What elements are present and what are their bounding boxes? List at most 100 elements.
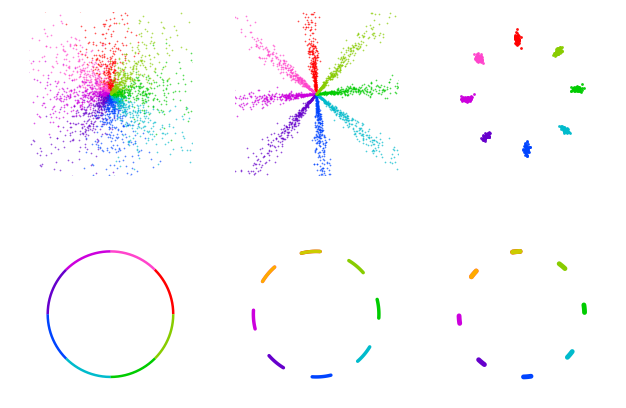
Point	[98, 112, 108, 118]
Point	[460, 98, 470, 104]
Point	[118, 93, 128, 100]
Point	[96, 106, 106, 112]
Point	[68, 113, 78, 120]
Point	[118, 116, 128, 123]
Point	[332, 65, 342, 72]
Point	[120, 80, 130, 87]
Point	[98, 69, 108, 76]
Point	[47, 62, 57, 69]
Point	[115, 99, 125, 105]
Point	[278, 100, 288, 106]
Point	[71, 108, 81, 115]
Point	[314, 91, 324, 97]
Point	[58, 114, 68, 120]
Point	[105, 149, 115, 155]
Point	[73, 98, 83, 105]
Point	[481, 133, 491, 140]
Point	[93, 142, 103, 149]
Point	[108, 94, 118, 101]
Point	[140, 66, 150, 72]
Point	[320, 98, 330, 104]
Point	[309, 64, 319, 71]
Point	[299, 82, 309, 89]
Point	[560, 127, 570, 133]
Point	[364, 83, 374, 89]
Point	[366, 142, 376, 149]
Point	[95, 71, 105, 77]
Point	[66, 94, 76, 100]
Point	[67, 77, 77, 84]
Point	[334, 68, 344, 74]
Point	[266, 95, 276, 102]
Point	[106, 84, 116, 91]
Point	[88, 89, 98, 96]
Point	[304, 83, 314, 89]
Point	[103, 90, 113, 97]
Point	[307, 68, 317, 74]
Point	[311, 91, 321, 97]
Point	[110, 106, 120, 113]
Point	[366, 134, 376, 140]
Point	[342, 122, 352, 128]
Point	[107, 89, 117, 95]
Point	[100, 102, 110, 109]
Point	[329, 109, 339, 115]
Point	[288, 93, 298, 100]
Point	[103, 69, 113, 75]
Point	[297, 91, 307, 98]
Point	[511, 33, 521, 40]
Point	[105, 90, 115, 97]
Point	[83, 117, 93, 123]
Point	[310, 84, 320, 90]
Point	[303, 84, 313, 91]
Point	[100, 119, 110, 125]
Point	[302, 84, 312, 90]
Point	[120, 78, 130, 84]
Point	[309, 64, 319, 70]
Point	[105, 90, 115, 96]
Point	[109, 107, 119, 113]
Point	[88, 83, 98, 90]
Point	[520, 148, 530, 155]
Point	[189, 4, 199, 11]
Point	[54, 96, 64, 103]
Point	[308, 89, 318, 95]
Point	[83, 86, 93, 92]
Point	[310, 91, 320, 97]
Point	[326, 89, 336, 95]
Point	[120, 107, 130, 114]
Point	[278, 136, 288, 143]
Point	[116, 104, 126, 110]
Point	[274, 94, 284, 101]
Point	[316, 94, 326, 101]
Point	[302, 91, 312, 98]
Point	[387, 151, 397, 157]
Point	[93, 137, 103, 143]
Point	[293, 79, 303, 85]
Point	[297, 110, 307, 117]
Point	[73, 50, 83, 56]
Point	[101, 97, 111, 104]
Point	[366, 84, 376, 90]
Point	[118, 123, 128, 129]
Point	[315, 94, 325, 100]
Point	[293, 116, 303, 123]
Point	[211, 218, 221, 225]
Point	[328, 90, 338, 97]
Point	[106, 96, 116, 102]
Point	[110, 102, 120, 109]
Point	[308, 58, 318, 64]
Point	[106, 107, 116, 114]
Point	[311, 98, 321, 104]
Point	[3, 86, 13, 92]
Point	[105, 94, 115, 101]
Point	[54, 12, 64, 19]
Point	[310, 86, 321, 92]
Point	[108, 93, 118, 100]
Point	[377, 86, 387, 93]
Point	[45, 133, 55, 140]
Point	[326, 70, 336, 76]
Point	[292, 75, 302, 81]
Point	[312, 54, 322, 60]
Point	[310, 79, 320, 86]
